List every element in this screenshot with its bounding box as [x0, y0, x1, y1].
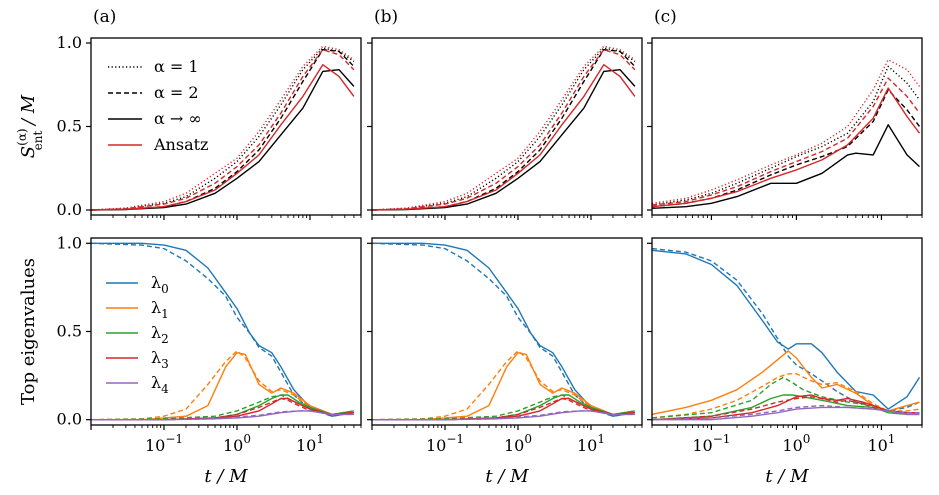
x-tick-label: 100 [504, 432, 532, 455]
panel-top-0: 0.0 0.5 1.0 [57, 33, 362, 220]
series-line-l1d [372, 350, 635, 421]
series-line-l1d [91, 350, 354, 421]
series-line-ansatz2 [372, 49, 636, 211]
axes-frame [651, 37, 923, 216]
series-line-ansatz1 [652, 59, 921, 204]
y-tick-label: 0.0 [57, 410, 82, 429]
legend-top: α = 1 α = 2 α → ∞ Ansatz [108, 57, 208, 154]
y-tick-label: 1.0 [57, 33, 82, 52]
y-tick-label: 0.5 [57, 322, 82, 341]
axes-frame [371, 237, 643, 426]
x-tick-label: 10−1 [145, 432, 183, 455]
axes-frame [90, 237, 362, 426]
legend-label: λ0 [151, 273, 169, 296]
legend-label: λ2 [151, 323, 169, 346]
series-line-ansatz2 [91, 49, 355, 211]
series-line-alpha1 [652, 65, 921, 206]
x-tick-label: 101 [577, 432, 605, 455]
series-line-ansatz1 [372, 45, 636, 211]
series-line-ansatz2 [652, 77, 921, 206]
series-line-alpha1 [91, 47, 355, 211]
panel-label: (b) [374, 7, 398, 27]
series-line-alphainf [372, 69, 636, 211]
series-line-ansatz1 [91, 45, 355, 211]
series-line-alphainf [652, 124, 920, 209]
series-line-l0d [372, 242, 636, 417]
panel-bottom-4: 10−1 100 101 [367, 237, 643, 455]
series-line-ansatzinf [91, 64, 355, 211]
series-line-ansatzinf [372, 64, 636, 211]
series-line-l1 [652, 350, 920, 416]
axes-frame [90, 37, 362, 216]
x-tick-label: 100 [782, 432, 810, 455]
panel-bottom-3: 0.0 0.5 1.0 10−1 100 101 [57, 233, 362, 455]
x-tick-label: 101 [296, 432, 324, 455]
legend-label: α = 2 [154, 83, 199, 102]
plot-layer: 0.00.51.00.00.51.010−1 100 101 10−1 100 101 10… [57, 33, 923, 455]
x-axis-label: t / M [765, 466, 809, 487]
series-line-l2 [652, 394, 920, 421]
axes-frame [371, 37, 643, 216]
axes-frame [651, 237, 923, 426]
label-layer: (a) (b) (c) t / M t / M t / M S(α) ent / M Top e… [15, 7, 809, 487]
x-tick-label: 101 [867, 432, 895, 455]
x-tick-label: 100 [223, 432, 251, 455]
panel-label: (c) [654, 7, 677, 27]
legend-label: λ4 [151, 373, 169, 396]
series-line-l0 [652, 249, 921, 410]
legend-label: α → ∞ [154, 109, 202, 128]
panel-top-1 [367, 37, 643, 220]
x-axis-label: t / M [485, 466, 529, 487]
series-line-l1 [372, 352, 635, 421]
panel-label: (a) [93, 7, 116, 27]
y-tick-label: 0.5 [57, 117, 82, 136]
series-line-l4d [652, 404, 920, 421]
legend-label: Ansatz [153, 135, 208, 154]
x-tick-label: 10−1 [692, 432, 730, 455]
series-line-alphainf [91, 69, 355, 211]
y-tick-label: 0.0 [57, 200, 82, 219]
series-line-l0d [91, 242, 355, 417]
panel-top-2 [647, 37, 923, 220]
series-line-alpha1 [372, 47, 636, 211]
y-tick-label: 1.0 [57, 233, 82, 252]
legend-label: α = 1 [154, 57, 199, 76]
series-line-alpha2 [91, 49, 355, 211]
y-axis-label-top: S(α) ent / M [15, 94, 45, 158]
series-line-l2d [91, 394, 355, 421]
series-line-l0d [652, 247, 920, 412]
series-line-l2d [372, 394, 636, 421]
x-tick-label: 10−1 [426, 432, 464, 455]
series-line-l0 [91, 242, 355, 417]
series-line-l3 [652, 394, 920, 421]
series-line-alpha2 [372, 49, 636, 211]
series-line-l1 [91, 352, 354, 421]
series-line-l1d [652, 373, 920, 419]
series-line-l4d [91, 410, 354, 421]
legend-label: λ3 [151, 348, 169, 371]
x-axis-label: t / M [204, 466, 248, 487]
panel-bottom-5: 10−1 100 101 [647, 237, 923, 455]
series-line-l4d [372, 410, 635, 421]
legend-label: λ1 [151, 298, 169, 321]
y-axis-label-bottom: Top eigenvalues [18, 258, 39, 405]
series-line-l3d [652, 396, 920, 421]
series-line-ansatzinf [652, 87, 921, 208]
series-line-l0 [372, 242, 636, 417]
